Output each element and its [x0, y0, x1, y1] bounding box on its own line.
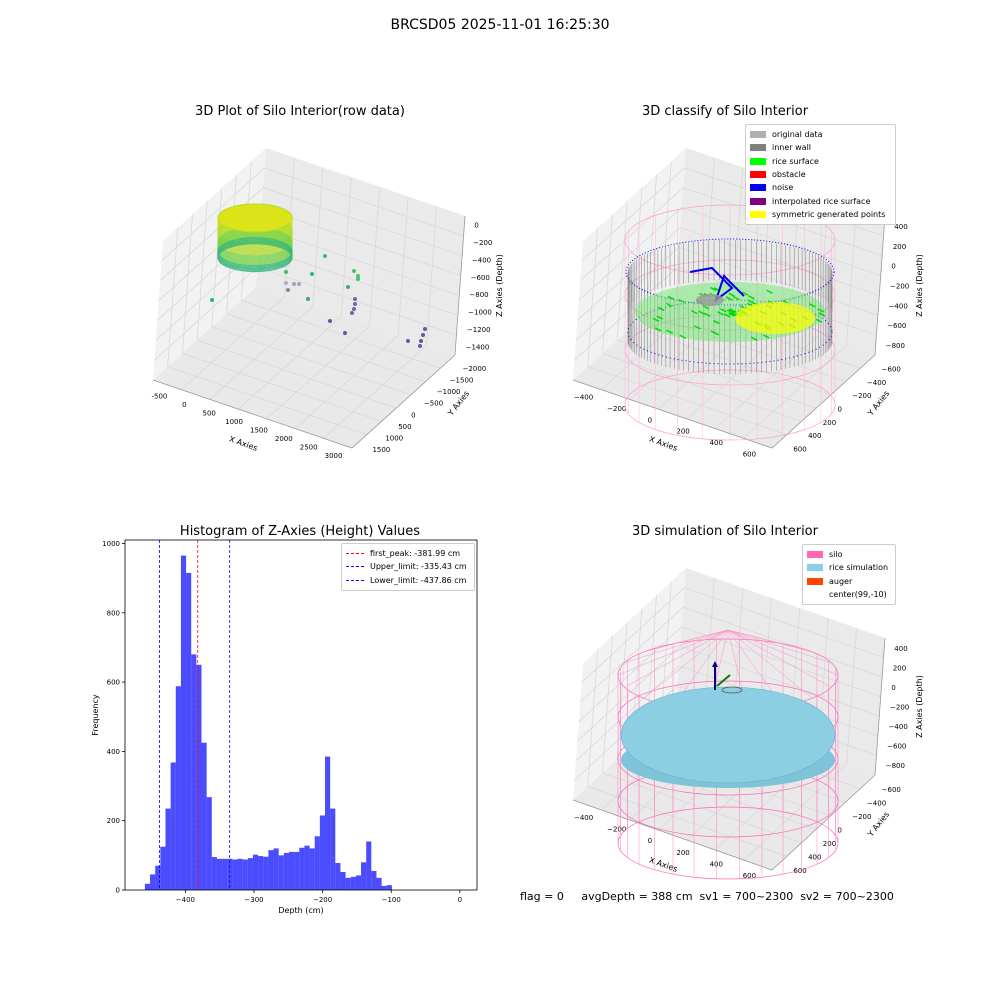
panel4-legend-item: center(99,-10) [807, 588, 891, 601]
p4-ztick: 400 [894, 645, 907, 653]
panel4-legend-label: rice simulation [829, 563, 888, 572]
p4-xtick: −400 [574, 814, 593, 822]
p4-ztick: 200 [893, 664, 906, 672]
p4-xtick: 0 [648, 837, 652, 845]
panel4-legend-label: center(99,-10) [829, 590, 887, 599]
panel4-legend-item: auger [807, 575, 891, 588]
p4-xlabel: X Axies [648, 855, 679, 874]
panel4-legend-swatch [807, 564, 823, 571]
p4-xtick: 200 [676, 849, 689, 857]
p4-ztick: −600 [887, 743, 906, 751]
p4-rice-surface [621, 687, 835, 783]
panel4-legend: silo rice simulation auger center(99,-10) [802, 544, 896, 605]
panel4-legend-label: auger [829, 577, 852, 586]
p4-ztick: −200 [890, 704, 909, 712]
p4-ytick: 400 [808, 854, 821, 862]
p4-zlabel: Z Axies (Depth) [915, 675, 924, 738]
panel4-legend-item: silo [807, 548, 891, 561]
p4-ytick: −600 [882, 786, 901, 794]
panel4-legend-swatch [807, 578, 823, 585]
p4-xtick: −200 [607, 826, 626, 834]
panel4-legend-swatch [807, 591, 823, 598]
panel4-legend-item: rice simulation [807, 561, 891, 574]
p4-ytick: −200 [852, 813, 871, 821]
p4-ytick: −400 [867, 799, 886, 807]
p4-ztick: 0 [891, 684, 895, 692]
status-line: flag = 0 avgDepth = 388 cm sv1 = 700~230… [520, 890, 894, 903]
p4-ztick: −400 [889, 723, 908, 731]
panel4-legend-swatch [807, 551, 823, 558]
p4-ytick: 200 [823, 840, 836, 848]
p4-xtick: 400 [710, 861, 723, 869]
p4-ztick: −800 [886, 762, 905, 770]
panel4-legend-label: silo [829, 550, 843, 559]
